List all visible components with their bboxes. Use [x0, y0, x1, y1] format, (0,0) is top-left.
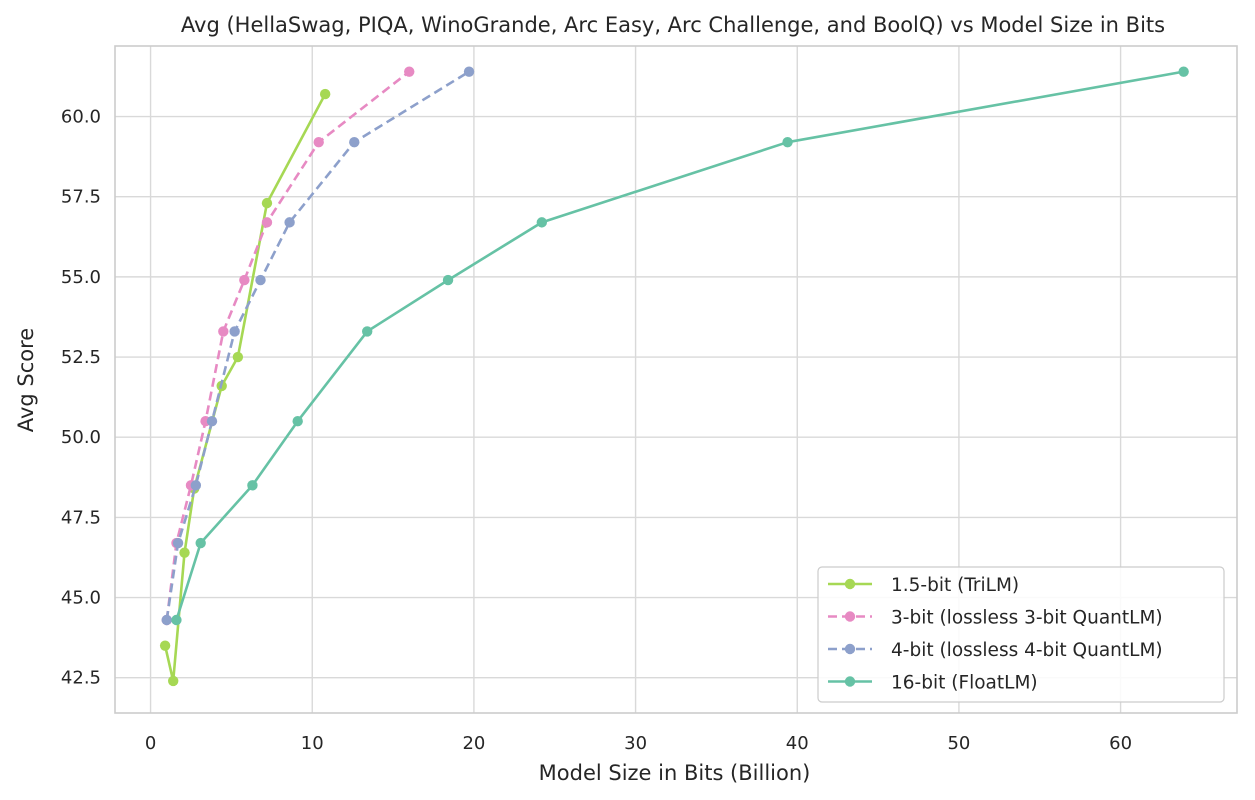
- x-tick-label: 60: [1109, 733, 1132, 754]
- x-tick-label: 0: [145, 733, 156, 754]
- legend-label: 16-bit (FloatLM): [891, 673, 1038, 694]
- data-point: [362, 326, 373, 337]
- data-point: [255, 274, 266, 286]
- data-point: [171, 614, 182, 626]
- y-tick-label: 60.0: [61, 107, 101, 128]
- data-point: [247, 480, 258, 491]
- data-point: [261, 217, 273, 228]
- legend-item: 4-bit (lossless 4-bit QuantLM): [828, 640, 1163, 661]
- data-point: [172, 537, 184, 549]
- x-axis-ticks: 0 10 20 30 40 50 60: [145, 733, 1132, 754]
- y-tick-label: 47.5: [61, 507, 101, 528]
- data-point: [161, 614, 172, 626]
- data-point: [1178, 66, 1189, 77]
- data-point: [261, 197, 273, 209]
- x-tick-label: 50: [947, 733, 970, 754]
- legend-label: 4-bit (lossless 4-bit QuantLM): [891, 640, 1163, 661]
- legend-box: [817, 566, 1225, 703]
- data-point: [179, 547, 190, 558]
- y-tick-label: 42.5: [61, 668, 101, 689]
- data-point: [404, 66, 415, 77]
- series-3: [161, 66, 475, 626]
- y-tick-label: 45.0: [61, 588, 101, 609]
- series-layer: [159, 66, 1189, 687]
- data-point: [218, 326, 229, 337]
- legend-marker: [844, 643, 856, 655]
- y-tick-label: 55.0: [61, 267, 101, 288]
- chart-title: Avg (HellaSwag, PIQA, WinoGrande, Arc Ea…: [181, 13, 1165, 37]
- legend-item: 1.5-bit (TriLM): [828, 575, 1019, 596]
- legend-marker: [844, 676, 856, 687]
- grid: [115, 46, 1237, 713]
- data-point: [239, 274, 250, 286]
- legend-label: 1.5-bit (TriLM): [891, 575, 1019, 596]
- legend-item: 3-bit (lossless 3-bit QuantLM): [828, 608, 1163, 629]
- data-point: [536, 217, 548, 228]
- data-point: [292, 415, 303, 427]
- data-point: [229, 326, 240, 337]
- y-tick-label: 52.5: [61, 347, 101, 368]
- x-axis-label: Model Size in Bits (Billion): [539, 761, 811, 785]
- data-point: [206, 415, 218, 427]
- legend-label: 3-bit (lossless 3-bit QuantLM): [891, 608, 1163, 629]
- data-point: [349, 137, 360, 148]
- x-tick-label: 40: [786, 733, 809, 754]
- y-axis-ticks: 42.5 45.0 47.5 50.0 52.5 55.0 57.5 60.0: [61, 107, 101, 689]
- data-point: [313, 137, 324, 148]
- data-point: [159, 640, 171, 651]
- x-tick-label: 10: [301, 733, 324, 754]
- data-point: [232, 351, 244, 363]
- legend: 1.5-bit (TriLM) 3-bit (lossless 3-bit Qua…: [817, 566, 1225, 703]
- plot-area-frame: [114, 45, 1238, 714]
- x-tick-label: 20: [462, 733, 485, 754]
- y-tick-label: 57.5: [61, 187, 101, 208]
- data-point: [284, 217, 295, 228]
- data-point: [319, 88, 331, 100]
- legend-item: 16-bit (FloatLM): [828, 673, 1038, 694]
- data-point: [168, 675, 179, 687]
- x-tick-label: 30: [624, 733, 647, 754]
- data-point: [442, 274, 454, 286]
- data-point: [190, 480, 202, 491]
- y-tick-label: 50.0: [61, 427, 101, 448]
- data-point: [195, 537, 206, 549]
- series-4: [171, 66, 1189, 626]
- data-point: [782, 137, 793, 148]
- y-axis-label: Avg Score: [14, 328, 38, 432]
- data-point: [463, 66, 475, 77]
- legend-marker: [844, 611, 856, 622]
- legend-marker: [844, 578, 856, 590]
